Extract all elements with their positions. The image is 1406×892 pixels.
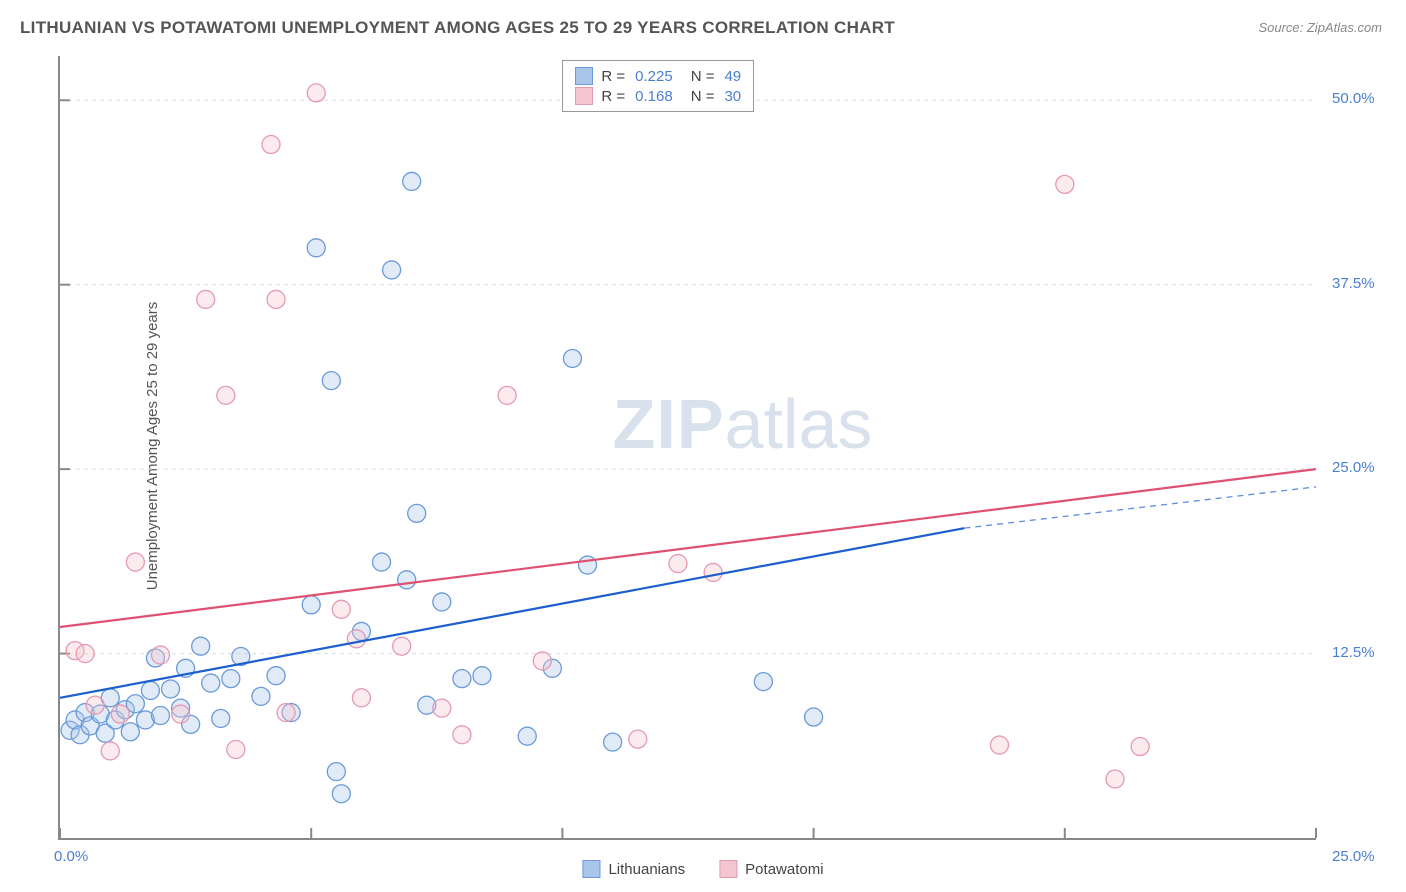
n-value: 30 — [724, 88, 741, 105]
x-origin-label: 0.0% — [54, 848, 88, 865]
scatter-point — [141, 681, 159, 699]
scatter-point — [347, 630, 365, 648]
r-label: R = — [601, 88, 625, 105]
scatter-point — [322, 372, 340, 390]
scatter-point — [222, 670, 240, 688]
scatter-point — [754, 673, 772, 691]
scatter-point — [453, 670, 471, 688]
scatter-point — [172, 705, 190, 723]
scatter-point — [327, 763, 345, 781]
legend-swatch — [575, 67, 593, 85]
scatter-point — [111, 705, 129, 723]
scatter-point — [805, 708, 823, 726]
legend-label: Lithuanians — [608, 861, 685, 878]
scatter-point — [373, 553, 391, 571]
scatter-point — [433, 699, 451, 717]
scatter-point — [126, 553, 144, 571]
chart-title: LITHUANIAN VS POTAWATOMI UNEMPLOYMENT AM… — [20, 18, 895, 38]
scatter-point — [162, 680, 180, 698]
scatter-point — [398, 571, 416, 589]
y-tick-label: 37.5% — [1332, 275, 1375, 292]
scatter-point — [498, 386, 516, 404]
legend-item: Potawatomi — [719, 860, 823, 878]
scatter-point — [252, 687, 270, 705]
scatter-point — [332, 785, 350, 803]
scatter-point — [262, 136, 280, 154]
y-tick-label: 12.5% — [1332, 644, 1375, 661]
scatter-point — [76, 645, 94, 663]
legend-stats-row: R = 0.168 N = 30 — [575, 87, 741, 105]
source-attribution: Source: ZipAtlas.com — [1258, 20, 1382, 35]
scatter-point — [126, 695, 144, 713]
scatter-point — [197, 290, 215, 308]
scatter-point — [704, 563, 722, 581]
scatter-point — [473, 667, 491, 685]
trend-line — [60, 528, 964, 698]
scatter-point — [277, 704, 295, 722]
legend-swatch — [575, 87, 593, 105]
n-label: N = — [691, 88, 715, 105]
legend-swatch — [719, 860, 737, 878]
scatter-point — [121, 723, 139, 741]
scatter-point — [227, 740, 245, 758]
scatter-point — [307, 84, 325, 102]
scatter-point — [604, 733, 622, 751]
scatter-point — [1106, 770, 1124, 788]
legend-stats-row: R = 0.225 N = 49 — [575, 67, 741, 85]
scatter-point — [212, 709, 230, 727]
scatter-point — [1131, 738, 1149, 756]
scatter-point — [403, 172, 421, 190]
r-label: R = — [601, 68, 625, 85]
scatter-point — [1056, 175, 1074, 193]
n-value: 49 — [724, 68, 741, 85]
scatter-point — [518, 727, 536, 745]
scatter-point — [267, 290, 285, 308]
scatter-point — [332, 600, 350, 618]
scatter-point — [151, 646, 169, 664]
chart-container: LITHUANIAN VS POTAWATOMI UNEMPLOYMENT AM… — [0, 0, 1406, 892]
y-tick-label: 50.0% — [1332, 90, 1375, 107]
r-value: 0.225 — [635, 68, 673, 85]
scatter-plot-svg — [60, 56, 1316, 838]
legend-label: Potawatomi — [745, 861, 823, 878]
scatter-point — [86, 696, 104, 714]
correlation-stats-legend: R = 0.225 N = 49 R = 0.168 N = 30 — [562, 60, 754, 112]
y-tick-label: 25.0% — [1332, 459, 1375, 476]
plot-area: ZIPatlas R =0.225N =49R =0.168N =30 — [58, 56, 1316, 840]
legend-item: Lithuanians — [582, 860, 685, 878]
scatter-point — [629, 730, 647, 748]
scatter-point — [302, 596, 320, 614]
scatter-point — [579, 556, 597, 574]
scatter-point — [453, 726, 471, 744]
scatter-point — [563, 349, 581, 367]
scatter-point — [533, 652, 551, 670]
scatter-point — [408, 504, 426, 522]
scatter-point — [383, 261, 401, 279]
scatter-point — [352, 689, 370, 707]
scatter-point — [307, 239, 325, 257]
scatter-point — [433, 593, 451, 611]
series-legend: Lithuanians Potawatomi — [582, 860, 823, 878]
scatter-point — [669, 555, 687, 573]
scatter-point — [393, 637, 411, 655]
x-end-label: 25.0% — [1332, 848, 1375, 865]
scatter-point — [267, 667, 285, 685]
scatter-point — [151, 707, 169, 725]
legend-swatch — [582, 860, 600, 878]
n-label: N = — [691, 68, 715, 85]
scatter-point — [192, 637, 210, 655]
scatter-point — [101, 742, 119, 760]
scatter-point — [202, 674, 220, 692]
r-value: 0.168 — [635, 88, 673, 105]
scatter-point — [990, 736, 1008, 754]
trend-line — [60, 469, 1316, 627]
scatter-point — [217, 386, 235, 404]
